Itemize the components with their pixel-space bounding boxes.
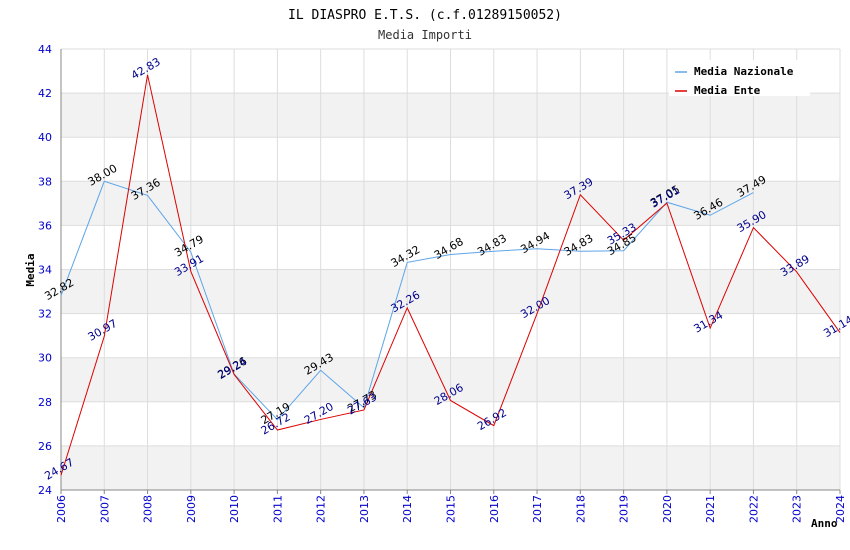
legend-box [669, 60, 810, 96]
x-tick-label: 2014 [401, 495, 414, 523]
x-tick-label: 2023 [791, 495, 804, 523]
y-tick-label: 44 [38, 43, 52, 56]
chart-subtitle: Media Importi [378, 28, 472, 42]
x-tick-labels: 2006 2007 2008 2009 2010 2011 2012 2013 2014 2015… [55, 495, 847, 523]
chart-title: IL DIASPRO E.T.S. (c.f.01289150052) [288, 8, 562, 23]
x-tick-label: 2009 [185, 495, 198, 523]
legend-label-media-nazionale: Media Nazionale [694, 65, 794, 78]
x-tick-label: 2008 [142, 495, 155, 523]
legend: Media Nazionale Media Ente [669, 60, 810, 97]
gridlines [60, 48, 841, 491]
x-tick-label: 2018 [574, 495, 587, 523]
x-tick-label: 2021 [704, 495, 717, 523]
y-tick-label: 24 [38, 484, 52, 497]
x-tick-label: 2011 [271, 495, 284, 523]
y-tick-label: 36 [38, 219, 52, 232]
y-tick-label: 34 [38, 264, 52, 277]
legend-label-media-ente: Media Ente [694, 84, 761, 97]
x-tick-label: 2012 [315, 495, 328, 523]
y-tick-label: 38 [38, 175, 52, 188]
x-tick-label: 2024 [834, 495, 847, 523]
x-tick-label: 2015 [445, 495, 458, 523]
x-tick-label: 2022 [747, 495, 760, 523]
y-tick-labels: 24 26 28 30 32 34 36 38 40 42 44 [38, 43, 52, 497]
x-tick-label: 2013 [358, 495, 371, 523]
x-tick-label: 2010 [228, 495, 241, 523]
x-tick-label: 2019 [618, 495, 631, 523]
x-axis-label: Anno [811, 517, 838, 530]
x-tick-label: 2016 [488, 495, 501, 523]
y-axis-label: Media [24, 253, 37, 286]
x-tick-label: 2020 [661, 495, 674, 523]
series-line-media-ente [60, 74, 841, 476]
series-line-media-nazionale [60, 180, 754, 421]
y-tick-label: 40 [38, 131, 52, 144]
x-tick-label: 2006 [55, 495, 68, 523]
series-lines [60, 74, 841, 476]
y-tick-label: 32 [38, 308, 52, 321]
y-tick-label: 42 [38, 87, 52, 100]
x-tick-label: 2017 [531, 495, 544, 523]
x-tick-label: 2007 [98, 495, 111, 523]
axes [60, 49, 841, 494]
y-tick-label: 30 [38, 352, 52, 365]
y-tick-label: 26 [38, 440, 52, 453]
y-tick-label: 28 [38, 396, 52, 409]
